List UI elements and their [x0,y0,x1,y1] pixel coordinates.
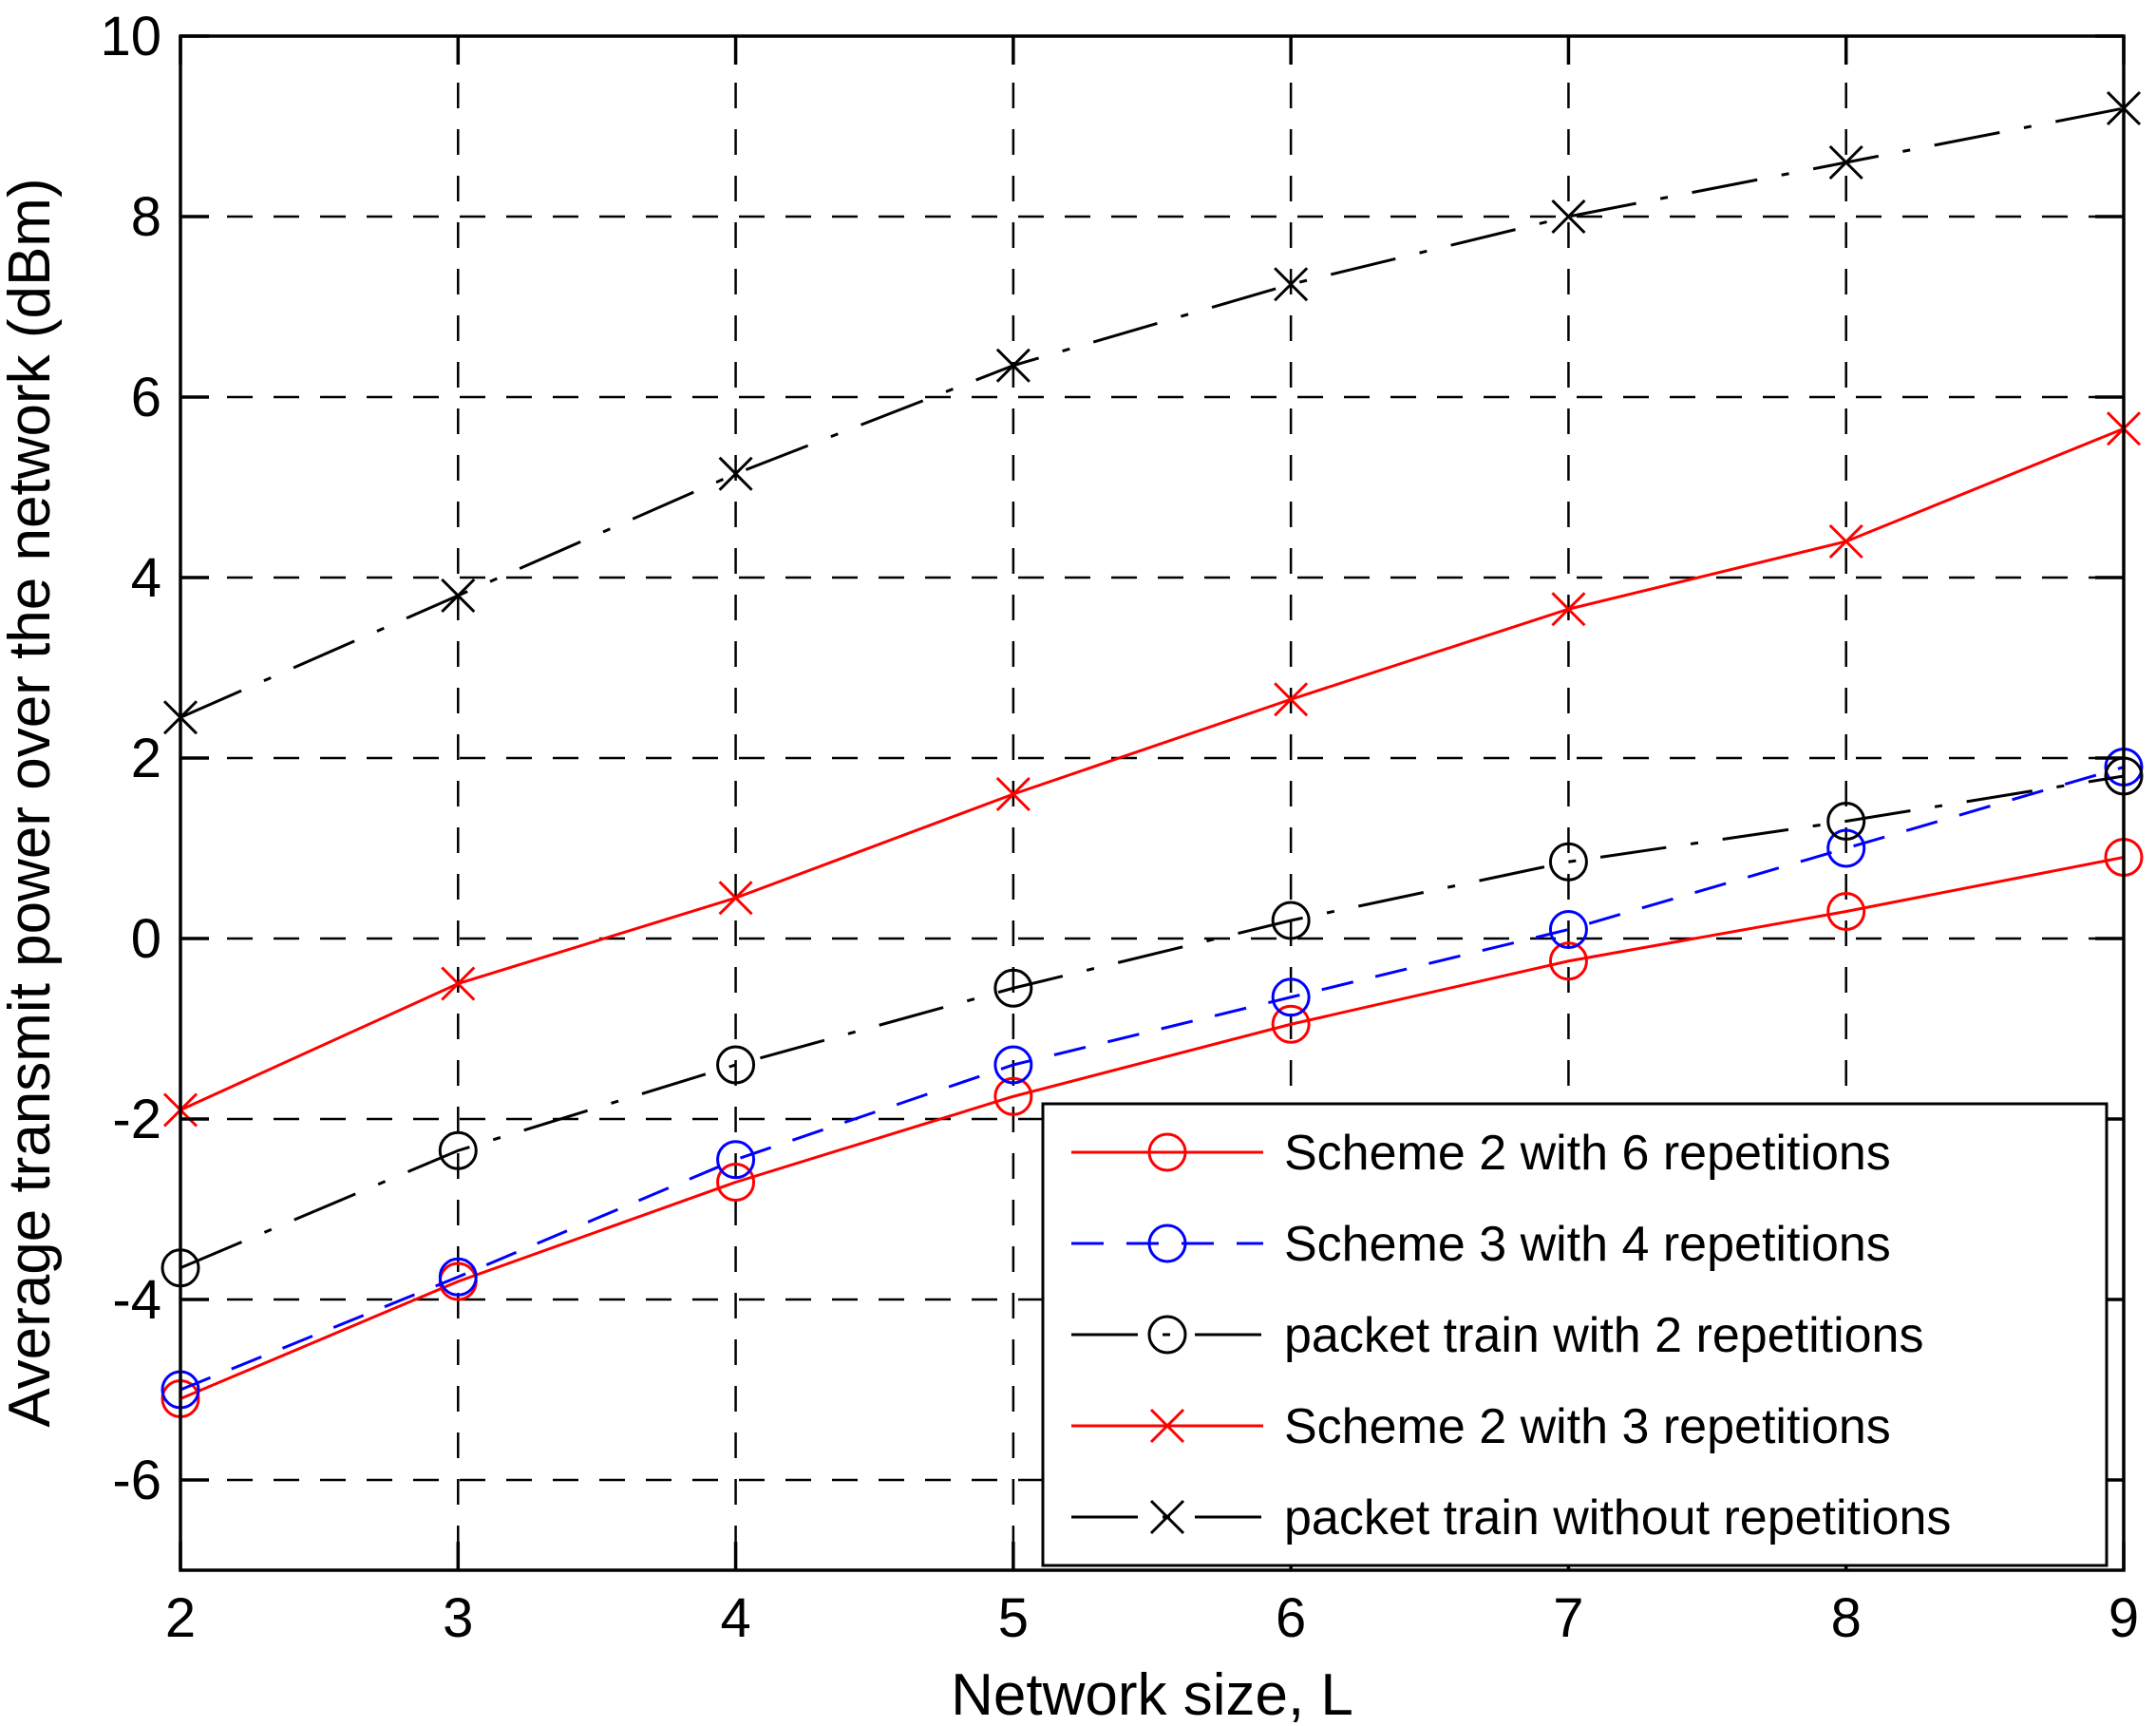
series-2 [161,748,2144,1410]
circle-marker [716,1140,756,1180]
series-5 [162,90,2142,735]
x-marker [1149,1499,1185,1535]
x-tick-label: 9 [2109,1587,2139,1649]
circle-marker [1147,1223,1187,1263]
circle-marker [1147,1315,1187,1355]
plot-border [179,34,2126,1572]
circle-marker [1826,802,1866,841]
x-marker [718,456,753,491]
legend-entry: packet train without repetitions [1071,1490,1951,1546]
series-line [180,106,2125,719]
legend-label: packet train with 2 repetitions [1284,1308,1923,1363]
circle-marker [993,968,1033,1008]
circle-marker [1548,910,1588,949]
x-marker [1274,267,1309,302]
x-tick-label: 6 [1276,1587,1306,1649]
x-marker [1149,1408,1185,1444]
x-tick-label: 8 [1831,1587,1862,1649]
series-line [180,774,2125,1270]
tick-labels: -6 -4 -2 0 2 4 6 8 10 2 3 4 5 6 7 8 9 [100,6,2139,1649]
circle-marker [1271,977,1311,1017]
x-marker [1551,199,1586,235]
circle-marker [1548,941,1588,981]
circle-marker [716,1045,756,1085]
circle-marker [1826,892,1866,931]
legend-label: packet train without repetitions [1284,1490,1951,1546]
circle-marker [1147,1132,1187,1172]
y-tick-label: -2 [112,1089,161,1150]
x-tick-label: 5 [998,1587,1029,1649]
x-marker [441,578,476,614]
y-tick-label: -6 [112,1450,161,1511]
y-tick-label: -4 [112,1269,161,1331]
circle-marker [1826,828,1866,868]
series-layer [161,90,2144,1418]
x-marker [1274,682,1309,717]
x-tick-label: 4 [720,1587,750,1649]
x-marker [1828,144,1863,180]
legend-label: Scheme 2 with 3 repetitions [1284,1399,1891,1454]
series-line [180,766,2125,1392]
circle-marker [1271,901,1311,940]
x-tick-label: 7 [1553,1587,1583,1649]
x-tick-label: 3 [443,1587,473,1649]
x-tick-label: 2 [165,1587,196,1649]
y-tick-label: 4 [131,547,161,609]
circle-marker [716,1163,756,1202]
x-marker [995,776,1031,812]
legend-label: Scheme 3 with 4 repetitions [1284,1217,1891,1272]
legend-entry: Scheme 2 with 3 repetitions [1071,1399,1891,1454]
legend-label: Scheme 2 with 6 repetitions [1284,1126,1891,1181]
circle-marker [438,1130,478,1170]
y-tick-label: 10 [100,6,161,67]
x-marker [1828,523,1863,560]
y-tick-label: 8 [131,186,161,248]
legend-entry: Scheme 3 with 4 repetitions [1071,1217,1891,1272]
legend: Scheme 2 with 6 repetitions Scheme 3 with… [1041,1102,2109,1567]
x-marker [441,966,476,1001]
axis-frame [179,34,2126,1572]
x-marker [718,881,753,916]
x-marker [995,348,1031,383]
circle-marker [993,1045,1033,1085]
series-line [180,427,2125,1111]
y-tick-label: 6 [131,367,161,428]
series-4 [162,411,2142,1128]
y-tick-label: 2 [131,728,161,789]
x-axis-label: Network size, L [951,1662,1353,1726]
circle-marker [1548,842,1588,882]
circle-marker [438,1257,478,1297]
x-marker [1551,592,1586,627]
series-line [180,856,2125,1400]
legend-entry: packet train with 2 repetitions [1071,1308,1923,1363]
circle-marker [993,1076,1033,1116]
legend-entry: Scheme 2 with 6 repetitions [1071,1126,1891,1181]
circle-marker [1271,1004,1311,1044]
y-axis-label: Average transmit power over the network … [0,178,63,1427]
y-tick-label: 0 [131,908,161,970]
